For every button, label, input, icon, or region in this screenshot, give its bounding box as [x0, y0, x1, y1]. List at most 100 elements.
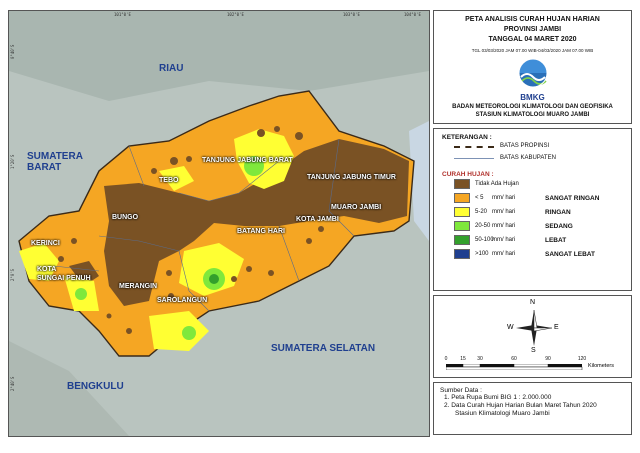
sea: [409, 121, 429, 241]
moderate-rain-2: [182, 326, 196, 340]
kab-kota-jambi: KOTA JAMBI: [296, 216, 339, 223]
coord-left-1: 0°40'S: [10, 44, 15, 59]
moderate-rain-3: [75, 288, 87, 300]
coord-top-3: 103°0'E: [343, 12, 360, 17]
kab-sarolangun: SAROLANGUN: [157, 297, 208, 304]
legend-class-category: SEDANG: [545, 223, 573, 230]
compass-scale-panel: N S E W 0 15 30 60 90 120 Kilometers: [433, 295, 632, 378]
source-panel: Sumber Data : 1. Peta Rupa Bumi BIG 1 : …: [433, 382, 632, 435]
kab-bungo: BUNGO: [112, 214, 139, 221]
light-rain-tebo: [159, 166, 194, 191]
kab-batang-hari: BATANG HARI: [237, 228, 285, 235]
legend-class-unit: mm/ hari: [492, 209, 516, 215]
legend-swatch: [454, 179, 470, 189]
logo-text: BMKG: [520, 93, 545, 102]
region-sumatera-selatan: SUMATERA SELATAN: [271, 343, 376, 354]
scale-bar: 0 15 30 60 90 120 Kilometers: [444, 356, 614, 372]
kab-merangin: MERANGIN: [119, 283, 158, 290]
legend-class-range: < 5: [475, 195, 484, 201]
scale-tick: 15: [460, 356, 466, 362]
compass-w: W: [507, 324, 514, 331]
compass-n: N: [530, 299, 536, 306]
legend-class-row: 5-20 mm/ hari RINGAN: [442, 206, 623, 220]
scale-tick: 90: [545, 356, 551, 362]
scale-tick: 60: [511, 356, 517, 362]
coord-left-2: 1°20'S: [10, 154, 15, 169]
legend-class-row: >100 mm/ hari SANGAT LEBAT: [442, 248, 623, 262]
coord-top-4: 104°0'E: [404, 12, 421, 17]
scale-tick: 0: [444, 356, 448, 362]
legend-swatch: [454, 249, 470, 259]
map-title-1: PETA ANALISIS CURAH HUJAN HARIAN: [465, 16, 600, 23]
legend-class-range: 50-100: [475, 237, 494, 243]
station-name: STASIUN KLIMATOLOGI MUARO JAMBI: [475, 112, 590, 118]
map-title-2: PROVINSI JAMBI: [503, 26, 562, 33]
rain-heading: CURAH HUJAN :: [442, 171, 494, 178]
heavy-rain-1: [209, 274, 219, 284]
no-rain-central: [104, 139, 409, 306]
legend-swatch: [454, 235, 470, 245]
compass-e: E: [554, 324, 559, 331]
kab-kerinci: KERINCI: [31, 240, 60, 247]
kabupaten-boundary-sample: [454, 158, 494, 159]
region-sumatera-barat: SUMATERA BARAT: [27, 151, 83, 173]
legend-batas-propinsi: BATAS PROPINSI: [442, 141, 623, 153]
legend-heading: KETERANGAN :: [442, 134, 492, 141]
legend-swatch: [454, 221, 470, 231]
legend-batas-kabupaten: BATAS KABUPATEN: [442, 153, 623, 165]
rain-class-list: Tidak Ada Hujan < 5 mm/ hari SANGAT RINGAN 5…: [442, 178, 623, 262]
legend-batas-propinsi-label: BATAS PROPINSI: [500, 143, 550, 149]
legend-class-category: LEBAT: [545, 237, 567, 244]
title-panel: PETA ANALISIS CURAH HUJAN HARIAN PROVINS…: [433, 10, 632, 124]
legend-swatch: [454, 207, 470, 217]
legend-class-row: Tidak Ada Hujan: [442, 178, 623, 192]
north-arrow-icon: [516, 309, 553, 346]
legend-class-unit: mm/ hari: [492, 251, 516, 257]
map-title-3: TANGGAL 04 MARET 2020: [488, 36, 577, 43]
light-rain-kerinci: [19, 243, 59, 281]
legend-class-range: >100: [475, 251, 489, 257]
bengkulu-land: [9, 341, 129, 436]
map-canvas: [9, 11, 429, 436]
source-item-2: 2. Data Curah Hujan Harian Bulan Maret T…: [444, 402, 597, 409]
scale-tick: 30: [477, 356, 483, 362]
kab-tanjab-barat: TANJUNG JABUNG BARAT: [202, 157, 293, 164]
kab-sungai-penuh: KOTA SUNGAI PENUH: [37, 266, 91, 282]
rainfall-map[interactable]: RIAU SUMATERA BARAT SUMATERA SELATAN BEN…: [8, 10, 430, 437]
source-heading: Sumber Data :: [440, 387, 482, 394]
coord-left-3: 2°0'S: [10, 268, 15, 281]
riau-land: [9, 11, 429, 101]
coord-top-1: 101°0'E: [114, 12, 131, 17]
coord-top-2: 102°0'E: [227, 12, 244, 17]
scale-bar-graphic: [446, 364, 583, 370]
legend-class-row: 50-100 mm/ hari LEBAT: [442, 234, 623, 248]
legend-class-category: SANGAT RINGAN: [545, 195, 600, 202]
source-item-2-sub: Stasiun Klimatologi Muaro Jambi: [455, 410, 550, 417]
legend-class-range: 20-50: [475, 223, 491, 229]
source-item-1: 1. Peta Rupa Bumi BIG 1 : 2.000.000: [444, 394, 552, 401]
compass-s: S: [531, 347, 536, 354]
legend-class-range: Tidak Ada Hujan: [475, 181, 519, 187]
legend-class-unit: mm/ hari: [492, 195, 516, 201]
legend-class-unit: mm/ hari: [492, 223, 516, 229]
moderate-rain-1: [244, 156, 264, 176]
observation-period: TGL 03/03/2020 JAM 07.00 WIB-04/03/2020 …: [471, 48, 594, 53]
region-riau: RIAU: [159, 63, 184, 74]
light-rain-south: [149, 311, 209, 351]
legend-batas-kabupaten-label: BATAS KABUPATEN: [500, 155, 556, 161]
agency-name: BADAN METEOROLOGI KLIMATOLOGI DAN GEOFIS…: [452, 104, 613, 110]
province-boundary-sample: [454, 146, 494, 148]
kabupaten-boundaries: [53, 138, 355, 312]
legend-class-category: SANGAT LEBAT: [545, 251, 595, 258]
kab-tanjab-timur: TANJUNG JABUNG TIMUR: [307, 174, 396, 181]
legend-class-row: < 5 mm/ hari SANGAT RINGAN: [442, 192, 623, 206]
kab-muaro-jambi: MUARO JAMBI: [331, 204, 382, 211]
legend-class-unit: mm/ hari: [492, 237, 516, 243]
legend-class-row: 20-50 mm/ hari SEDANG: [442, 220, 623, 234]
no-rain-spots: [58, 126, 324, 334]
region-bengkulu: BENGKULU: [67, 381, 124, 392]
bmkg-logo-icon: BMKG: [510, 57, 556, 102]
coord-left-4: 2°40'S: [10, 376, 15, 391]
legend-panel: KETERANGAN : BATAS PROPINSI BATAS KABUPA…: [433, 128, 632, 291]
legend-class-range: 5-20: [475, 209, 488, 215]
